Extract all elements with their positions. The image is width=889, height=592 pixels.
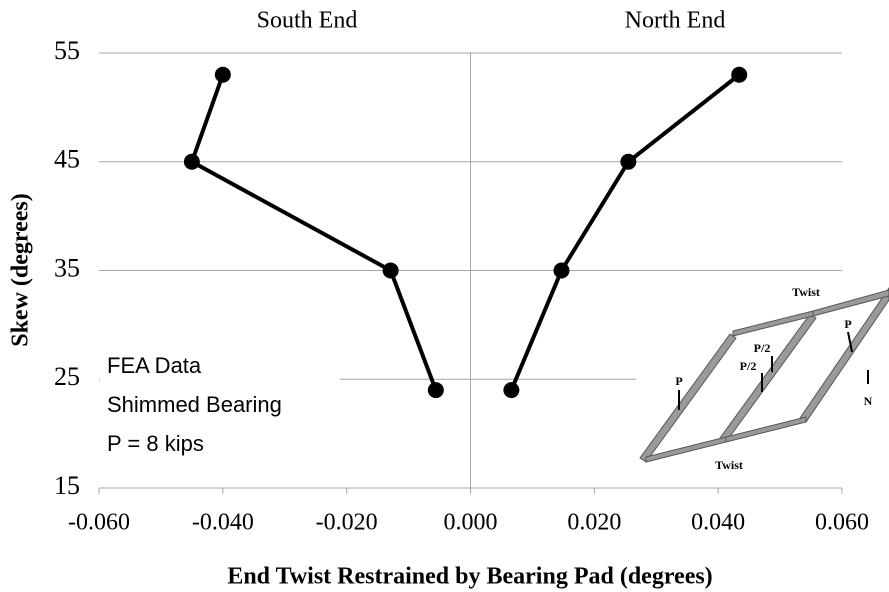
data-point bbox=[503, 382, 519, 398]
inset-label: P bbox=[675, 374, 682, 388]
data-point bbox=[620, 154, 636, 170]
annotation: P = 8 kips bbox=[107, 431, 204, 456]
x-tick-label: 0.060 bbox=[815, 510, 869, 536]
chart: End Twist Restrained by Bearing Pad (deg… bbox=[0, 0, 889, 592]
y-tick-label: 35 bbox=[54, 253, 80, 282]
x-tick-label: 0.000 bbox=[444, 510, 498, 536]
data-point bbox=[184, 154, 200, 170]
x-tick-label: -0.060 bbox=[68, 510, 130, 536]
inset-label: Twist bbox=[715, 458, 743, 472]
data-point bbox=[215, 67, 231, 83]
legend-label: North End bbox=[625, 8, 726, 34]
data-point bbox=[383, 263, 399, 279]
y-axis-title: Skew (degrees) bbox=[8, 193, 34, 347]
legend-label: South End bbox=[257, 8, 358, 34]
inset-diagram: Twist P P/2 P/2 P N Twist bbox=[636, 284, 889, 474]
y-tick-label: 25 bbox=[54, 362, 80, 391]
annotation: Shimmed Bearing bbox=[107, 392, 282, 417]
data-point bbox=[428, 382, 444, 398]
inset-label: N bbox=[864, 394, 873, 408]
x-tick-label: 0.020 bbox=[567, 510, 621, 536]
x-tick-label: -0.020 bbox=[316, 510, 378, 536]
data-point bbox=[731, 67, 747, 83]
annotation: FEA Data bbox=[107, 353, 202, 378]
series-line bbox=[192, 75, 436, 390]
inset-label: P/2 bbox=[740, 359, 757, 373]
inset-label: P/2 bbox=[754, 341, 771, 355]
y-tick-label: 55 bbox=[54, 36, 80, 65]
x-axis-title: End Twist Restrained by Bearing Pad (deg… bbox=[227, 564, 712, 590]
inset-label: P bbox=[844, 317, 851, 331]
inset-label: Twist bbox=[792, 285, 820, 299]
y-tick-label: 45 bbox=[54, 145, 80, 174]
x-tick-label: 0.040 bbox=[691, 510, 745, 536]
x-tick-label: -0.040 bbox=[192, 510, 254, 536]
data-point bbox=[554, 263, 570, 279]
y-tick-label: 15 bbox=[54, 471, 80, 500]
